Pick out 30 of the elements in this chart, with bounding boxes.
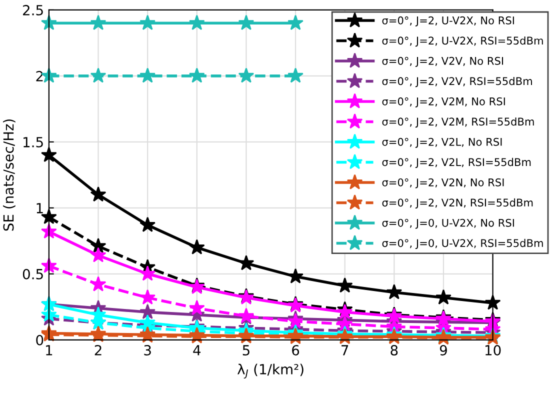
x-tick-label: 3 [144,345,151,356]
legend-label: σ=0°, J=0, U-V2X, RSI=55dBm [382,238,543,250]
x-tick-label: 9 [440,345,447,356]
y-axis-title: SE (nats/sec/Hz) [3,119,16,231]
x-tick-label: 4 [193,345,201,356]
x-tick-label: 8 [390,345,398,356]
x-tick-label: 2 [94,345,102,356]
x-tick-label: 5 [242,345,250,356]
legend-label: σ=0°, J=2, V2M, RSI=55dBm [382,117,534,128]
legend-label: σ=0°, J=2, V2N, RSI=55dBm [382,198,533,209]
legend-label: σ=0°, J=2, V2L, RSI=55dBm [382,158,531,168]
x-tick-label: 1 [46,345,52,356]
legend-label: σ=0°, J=2, U-V2X, No RSI [382,16,514,26]
x-tick-label: 6 [292,345,300,356]
legend-label: σ=0°, J=0, U-V2X, No RSI [382,218,514,229]
y-tick-label: 2 [36,70,43,82]
legend-label: σ=0°, J=2, V2M, No RSI [382,97,505,108]
y-tick-label: 1.5 [24,137,43,148]
y-tick-label: 1 [36,203,43,214]
y-tick-label: 0 [36,334,44,346]
legend-label: σ=0°, J=2, U-V2X, RSI=55dBm [382,36,543,47]
y-tick-label: 2.5 [23,4,43,16]
x-axis-title: λ$_{J}$ (1/km²) [237,364,304,379]
x-tick-label: 7 [342,345,348,356]
legend-label: σ=0°, J=2, V2V, No RSI [382,56,504,67]
legend-label: σ=0°, J=2, V2V, RSI=55dBm [382,76,532,88]
x-tick-label: 10 [485,345,501,356]
legend-label: σ=0°, J=2, V2L, No RSI [382,138,502,148]
y-tick-label: 0.5 [22,268,43,280]
legend-label: σ=0°, J=2, V2N, No RSI [382,178,504,188]
